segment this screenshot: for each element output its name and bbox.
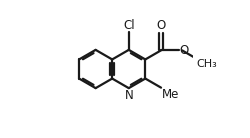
Text: O: O	[179, 44, 188, 57]
Text: Cl: Cl	[123, 19, 134, 32]
Text: O: O	[156, 19, 166, 32]
Text: CH₃: CH₃	[197, 59, 218, 69]
Text: Me: Me	[162, 88, 179, 101]
Text: N: N	[124, 89, 133, 102]
